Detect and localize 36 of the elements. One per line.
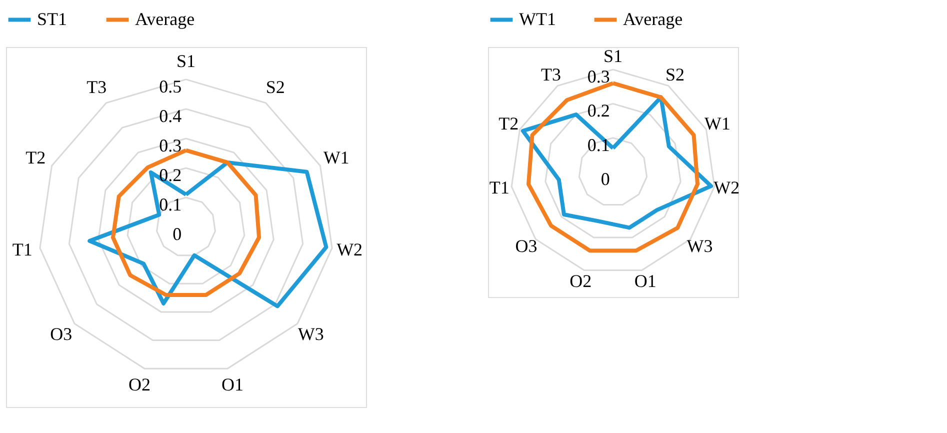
y-tick-label: 0.3	[159, 135, 182, 156]
spoke-label: T1	[12, 240, 32, 260]
legend-label: WT1	[519, 8, 556, 29]
spoke-label: W3	[686, 236, 713, 256]
spoke-label: T1	[489, 177, 510, 198]
spoke-label: T3	[86, 76, 107, 97]
spoke-label: W2	[336, 240, 363, 260]
y-tick-label: 0.2	[587, 100, 610, 121]
y-tick-label: 0.2	[159, 164, 182, 185]
spoke-label: W1	[704, 113, 730, 134]
y-tick-label: 0	[172, 224, 182, 244]
spoke-label: O1	[222, 374, 244, 395]
y-tick-label: 0.4	[159, 106, 182, 126]
spoke-label: O1	[634, 271, 656, 292]
spoke-label: O2	[128, 374, 150, 395]
spoke-label: O3	[50, 324, 72, 344]
spoke-label: O3	[515, 236, 538, 256]
spoke-label: T2	[26, 147, 46, 168]
spoke-label: S2	[266, 76, 285, 97]
spoke-label: S1	[603, 46, 623, 66]
y-tick-label: 0.3	[587, 66, 610, 87]
spoke-label: W2	[714, 177, 740, 198]
spoke-label: O2	[570, 271, 592, 292]
spoke-label: T2	[498, 113, 519, 134]
legend-label: ST1	[37, 8, 68, 29]
y-tick-label: 0.1	[159, 194, 182, 214]
y-tick-label: 0.1	[587, 134, 610, 155]
legend-label: Average	[135, 8, 195, 29]
spoke-label: S1	[176, 50, 196, 71]
spoke-label: T3	[540, 64, 561, 84]
y-tick-label: 0.5	[159, 76, 182, 96]
spoke-label: S2	[666, 64, 685, 84]
y-tick-label: 0	[600, 169, 610, 189]
spoke-label: W1	[323, 147, 350, 168]
legend-label: Average	[623, 8, 683, 29]
spoke-label: W3	[298, 324, 324, 344]
